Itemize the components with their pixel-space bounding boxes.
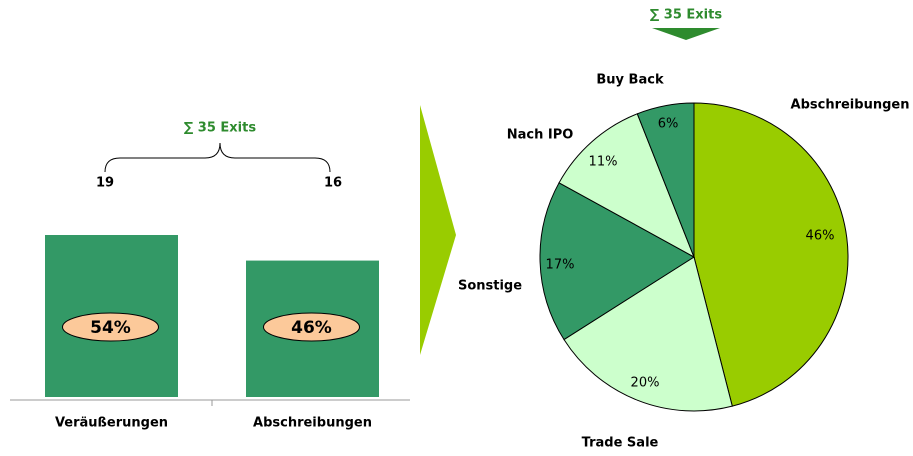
- share-badge: [263, 312, 360, 342]
- arrow: [652, 28, 720, 40]
- value-label: 20%: [631, 376, 660, 391]
- brace: [104, 142, 331, 173]
- value-label: 17%: [546, 258, 575, 273]
- category-label: Abschreibungen: [253, 416, 372, 431]
- value-label: 16: [324, 176, 342, 191]
- value-label: 6%: [658, 117, 679, 132]
- pie-slice: [563, 256, 733, 412]
- value-label: 19: [96, 176, 114, 191]
- slice-label: Buy Back: [596, 73, 664, 88]
- share-label: 54%: [90, 318, 131, 338]
- slice-label: Sonstige: [458, 279, 522, 294]
- slice-label: Abschreibungen: [791, 98, 910, 113]
- slice-label: Nach IPO: [507, 128, 574, 143]
- share-label: 46%: [291, 318, 332, 338]
- annotation: ∑ 35 Exits: [184, 121, 256, 136]
- category-label: Veräußerungen: [55, 416, 168, 431]
- annotation: ∑ 35 Exits: [650, 8, 722, 23]
- pie-slice: [693, 102, 849, 407]
- arrow: [420, 105, 456, 355]
- pie-slice: [558, 113, 695, 259]
- share-badge: [62, 312, 159, 342]
- pie-slice: [539, 182, 695, 341]
- value-label: 11%: [589, 155, 618, 170]
- pie-slice: [636, 102, 695, 258]
- slice-label: Trade Sale: [582, 436, 659, 451]
- value-label: 46%: [806, 229, 835, 244]
